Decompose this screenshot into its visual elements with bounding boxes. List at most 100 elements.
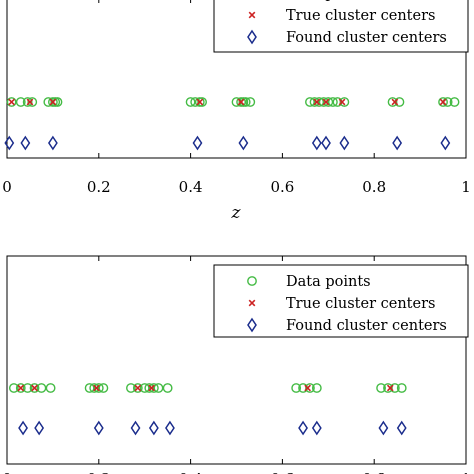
top-data-point: [327, 97, 338, 107]
top-data-point: [449, 97, 460, 107]
top-data-point: [387, 97, 398, 107]
top-data-point: [438, 97, 448, 107]
top-found-center-marker: [4, 135, 15, 151]
top-true-center-marker: [196, 98, 204, 106]
top-true-center-marker: [439, 98, 447, 106]
top-true-center-marker: [313, 98, 321, 106]
bottom-true-center-marker: [134, 384, 142, 392]
bottom-x-tick-label: 0.4: [179, 470, 203, 474]
bottom-data-point: [84, 383, 95, 393]
bottom-data-point: [98, 383, 109, 393]
top-found-center-marker: [192, 135, 203, 151]
bottom-true-center-marker: [386, 384, 394, 392]
top-data-point: [185, 97, 196, 107]
bottom-data-point: [8, 383, 19, 393]
bottom-data-point: [93, 383, 104, 393]
bottom-legend: Data points True cluster centers Found clu…: [213, 264, 469, 338]
top-x-tick-label: 1: [461, 178, 471, 196]
bottom-data-point: [144, 383, 155, 393]
top-found-center-marker: [47, 135, 58, 151]
top-data-point: [197, 97, 207, 107]
top-found-center-marker: [339, 135, 350, 151]
bottom-data-point: [45, 383, 56, 393]
bottom-found-center-marker: [18, 420, 28, 436]
bottom-data-point: [29, 383, 40, 393]
bottom-data-point: [383, 383, 393, 393]
top-legend-label-found-center: Found cluster centers: [286, 30, 447, 46]
top-legend-label-data-point: Data points: [286, 0, 371, 2]
bottom-x-tick-label: 0.8: [362, 470, 386, 474]
top-found-center-marker: [321, 135, 331, 151]
top-data-point: [6, 97, 17, 107]
bottom-data-point: [36, 383, 47, 393]
top-found-center-marker: [440, 135, 451, 151]
bottom-data-point: [148, 383, 159, 393]
top-true-center-marker: [49, 98, 57, 106]
bottom-data-point: [376, 383, 386, 393]
bottom-x-tick-label: 0.6: [270, 470, 294, 474]
bottom-legend-label-found-center: Found cluster centers: [286, 318, 447, 334]
bottom-true-center-marker: [31, 384, 38, 392]
bottom-found-center-marker: [378, 420, 389, 436]
bottom-found-center-marker: [396, 420, 407, 436]
bottom-data-point: [22, 383, 33, 393]
bottom-x-tick-label: 0: [2, 470, 12, 474]
top-legend-label-true-center: True cluster centers: [286, 8, 435, 24]
bottom-found-center-marker: [93, 420, 104, 436]
top-data-point: [309, 97, 320, 107]
bottom-data-point: [89, 383, 100, 393]
bottom-x-tick-label: 1: [461, 470, 471, 474]
bottom-panel: 0 0.2 0.4 0.6 0.8 1 Data points True cluster ce…: [2, 255, 471, 474]
bottom-data-point: [139, 383, 150, 393]
top-data-point: [27, 97, 38, 107]
bottom-found-center-marker: [130, 420, 141, 436]
bottom-x-tick-label: 0.2: [87, 470, 111, 474]
top-legend: Data points True cluster centers Found clu…: [213, 0, 469, 53]
bottom-found-center-marker: [165, 420, 175, 436]
top-data-point: [245, 97, 256, 107]
top-x-tick-label: 0.6: [270, 178, 294, 196]
bottom-true-center-marker: [17, 384, 25, 392]
bottom-plot-frame: [6, 255, 467, 465]
top-plot-frame: [6, 0, 467, 159]
top-found-center-marker: [392, 135, 403, 151]
bottom-legend-marker-found-center: [247, 317, 257, 333]
top-data-point: [323, 97, 334, 107]
bottom-found-center-marker: [148, 420, 159, 436]
top-x-axis-label: z: [231, 203, 242, 223]
top-data-point: [339, 97, 350, 107]
bottom-data-point: [132, 383, 143, 393]
top-true-center-marker: [322, 98, 330, 106]
top-x-tick-label: 0.8: [362, 178, 386, 196]
bottom-data-point: [305, 383, 315, 393]
top-true-center-marker: [391, 98, 399, 106]
top-data-point: [305, 97, 315, 107]
bottom-legend-label-true-center: True cluster centers: [286, 296, 435, 312]
bottom-true-center-marker: [148, 384, 155, 392]
top-x-tick-label: 0.2: [87, 178, 111, 196]
top-true-center-marker: [8, 98, 15, 106]
top-found-center-marker: [311, 135, 322, 151]
top-found-center-marker: [238, 135, 249, 151]
bottom-data-point: [311, 383, 322, 393]
bottom-legend-label-data-point: Data points: [286, 274, 371, 290]
top-x-tick-label: 0: [2, 178, 12, 196]
top-legend-marker-found-center: [247, 29, 257, 45]
bottom-data-point: [153, 383, 164, 393]
top-legend-box: [213, 0, 469, 53]
bottom-data-point: [15, 383, 26, 393]
top-data-point: [318, 97, 329, 107]
top-true-center-marker: [237, 98, 245, 106]
bottom-found-center-marker: [34, 420, 45, 436]
bottom-true-center-marker: [93, 384, 100, 392]
top-true-center-marker: [338, 98, 346, 106]
bottom-true-center-marker: [304, 384, 312, 392]
bottom-data-point: [162, 383, 173, 393]
bottom-data-point: [396, 383, 407, 393]
bottom-found-center-marker: [298, 420, 308, 436]
top-legend-marker-true-center: [248, 11, 256, 19]
top-x-tick-label: 0.4: [179, 178, 203, 196]
top-found-center-marker: [20, 135, 31, 151]
bottom-legend-marker-true-center: [248, 299, 256, 307]
